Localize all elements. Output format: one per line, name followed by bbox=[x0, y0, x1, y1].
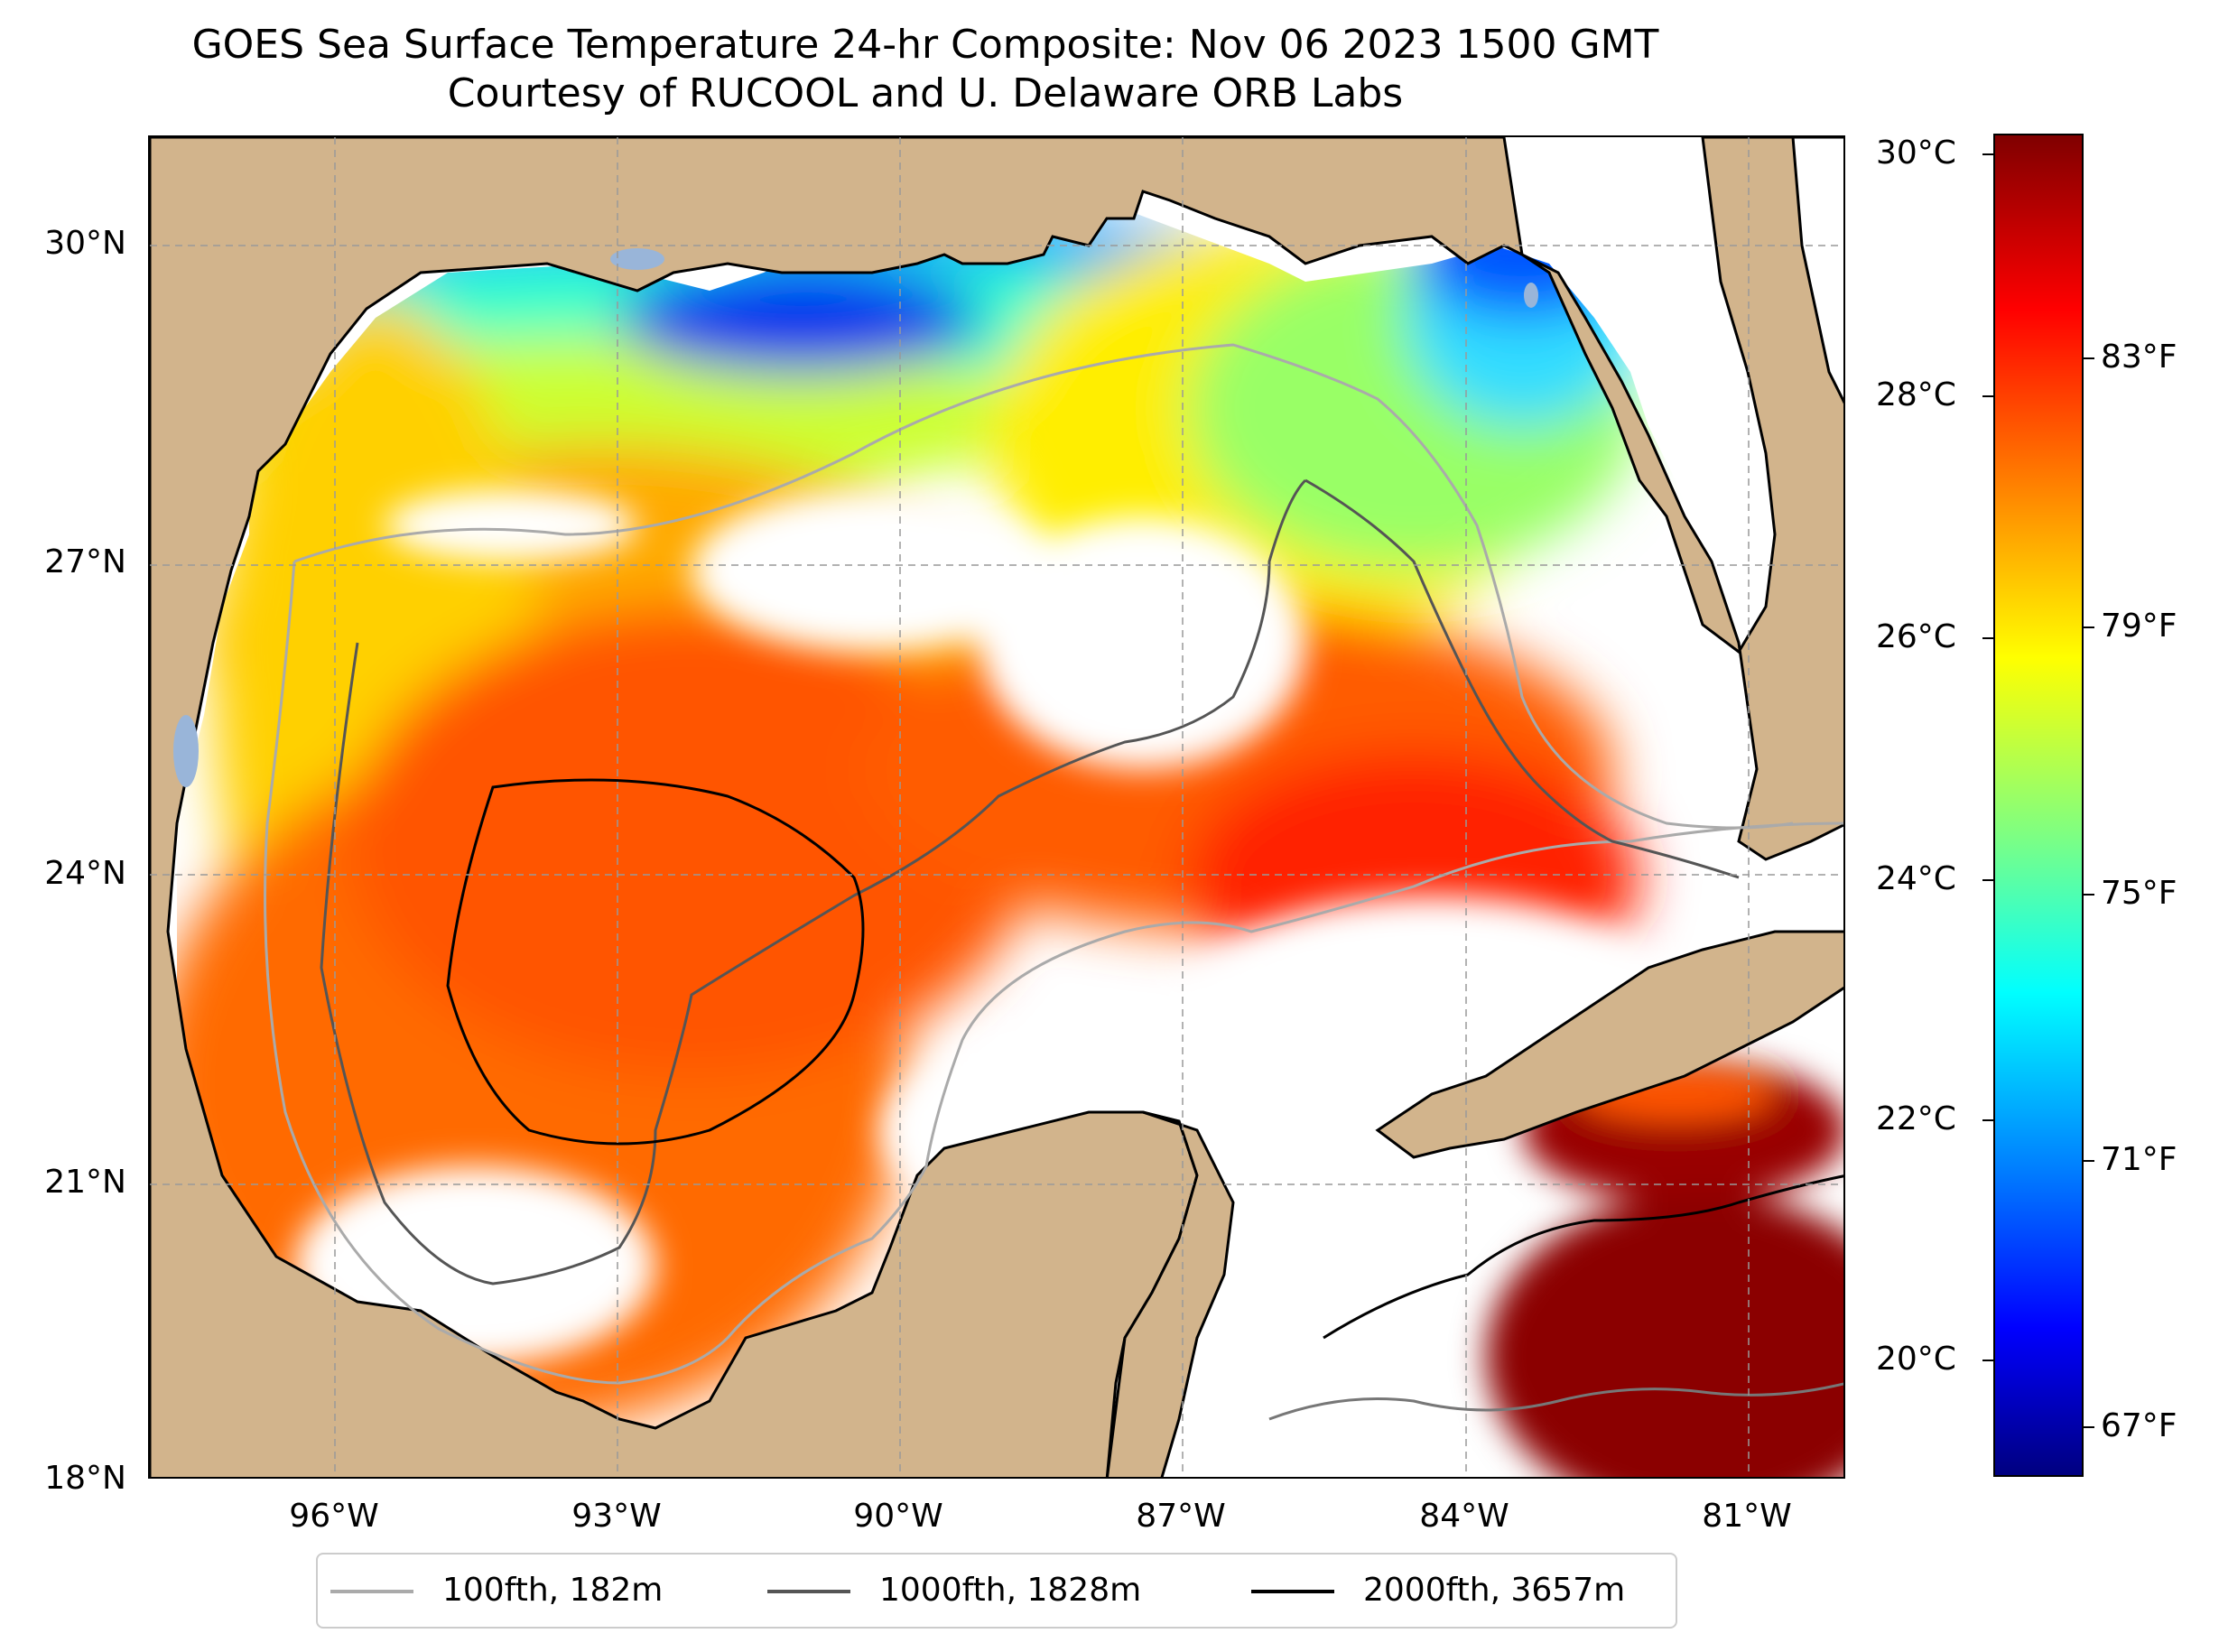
colorbar-tick bbox=[1982, 879, 1993, 881]
legend-line-100fth bbox=[330, 1590, 413, 1593]
colorbar-tick bbox=[1982, 1360, 1993, 1361]
lon-label-90w: 90°W bbox=[853, 1498, 943, 1535]
lat-label-30n: 30°N bbox=[44, 225, 126, 262]
colorbar bbox=[1993, 134, 2084, 1477]
legend-label-2000fth: 2000fth, 3657m bbox=[1363, 1572, 1626, 1609]
colorbar-tick bbox=[2084, 894, 2094, 896]
land bbox=[150, 137, 1843, 1477]
legend-label-100fth: 100fth, 182m bbox=[442, 1572, 664, 1609]
colorbar-tick bbox=[1982, 637, 1993, 639]
lat-label-27n: 27°N bbox=[44, 543, 126, 580]
lon-label-93w: 93°W bbox=[571, 1498, 662, 1535]
colorbar-c-20: 20°C bbox=[1876, 1341, 1956, 1378]
graticule bbox=[150, 137, 1843, 1477]
colorbar-tick bbox=[1982, 153, 1993, 155]
colorbar-tick bbox=[2084, 626, 2094, 628]
lon-label-81w: 81°W bbox=[1702, 1498, 1792, 1535]
lat-label-18n: 18°N bbox=[44, 1460, 126, 1497]
colorbar-f-83: 83°F bbox=[2101, 339, 2177, 376]
colorbar-tick bbox=[2084, 357, 2094, 359]
colorbar-f-67: 67°F bbox=[2101, 1407, 2177, 1444]
colorbar-tick bbox=[1982, 1119, 1993, 1121]
colorbar-tick bbox=[1982, 395, 1993, 397]
lon-label-87w: 87°W bbox=[1136, 1498, 1226, 1535]
lakes bbox=[173, 248, 1538, 787]
sst-map bbox=[148, 135, 1845, 1479]
caribbean-sst bbox=[1486, 1058, 1843, 1477]
colorbar-f-75: 75°F bbox=[2101, 875, 2177, 912]
legend-label-1000fth: 1000fth, 1828m bbox=[879, 1572, 1142, 1609]
colorbar-c-26: 26°C bbox=[1876, 618, 1956, 655]
lon-label-96w: 96°W bbox=[289, 1498, 379, 1535]
map-title: GOES Sea Surface Temperature 24-hr Compo… bbox=[191, 22, 1659, 68]
colorbar-f-71: 71°F bbox=[2101, 1141, 2177, 1178]
lon-label-84w: 84°W bbox=[1419, 1498, 1509, 1535]
colorbar-f-79: 79°F bbox=[2101, 608, 2177, 645]
lat-label-21n: 21°N bbox=[44, 1164, 126, 1201]
colorbar-c-30: 30°C bbox=[1876, 135, 1956, 172]
map-subtitle: Courtesy of RUCOOL and U. Delaware ORB L… bbox=[447, 70, 1404, 116]
colorbar-c-22: 22°C bbox=[1876, 1100, 1956, 1137]
sst-field bbox=[177, 191, 1703, 1477]
legend-line-2000fth bbox=[1251, 1590, 1334, 1593]
colorbar-c-24: 24°C bbox=[1876, 860, 1956, 897]
colorbar-tick bbox=[2084, 1160, 2094, 1162]
colorbar-tick bbox=[2084, 1426, 2094, 1428]
bathymetry-contours bbox=[264, 343, 1843, 1421]
legend-line-1000fth bbox=[767, 1590, 850, 1593]
colorbar-c-28: 28°C bbox=[1876, 376, 1956, 413]
bathymetry-legend: 100fth, 182m 1000fth, 1828m 2000fth, 365… bbox=[316, 1553, 1677, 1629]
lat-label-24n: 24°N bbox=[44, 855, 126, 892]
